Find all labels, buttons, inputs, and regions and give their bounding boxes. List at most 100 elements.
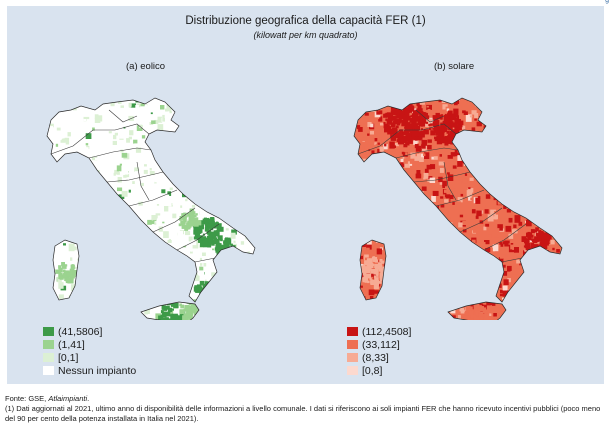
municipality-cell [98, 261, 103, 266]
municipality-cell [463, 237, 467, 241]
municipality-cell [359, 235, 362, 239]
municipality-cell [411, 258, 414, 262]
municipality-cell [103, 319, 108, 320]
municipality-cell [63, 128, 66, 131]
municipality-cell [358, 303, 363, 309]
municipality-cell [235, 198, 241, 203]
municipality-cell [494, 171, 501, 177]
municipality-cell [438, 161, 445, 166]
municipality-cell [234, 202, 241, 209]
municipality-cell [227, 100, 231, 103]
municipality-cell [367, 228, 374, 234]
municipality-cell [82, 282, 87, 287]
municipality-cell [70, 269, 75, 275]
municipality-cell [519, 118, 525, 124]
municipality-cell [217, 140, 224, 148]
municipality-cell [563, 253, 566, 256]
municipality-cell [518, 109, 524, 114]
municipality-cell [552, 138, 555, 142]
municipality-cell [408, 219, 412, 222]
municipality-cell [89, 230, 95, 237]
municipality-cell [375, 143, 382, 148]
municipality-cell [67, 183, 73, 190]
municipality-cell [165, 311, 171, 317]
municipality-cell [386, 245, 392, 250]
municipality-cell [224, 269, 231, 277]
municipality-cell [378, 268, 382, 272]
municipality-cell [516, 305, 520, 308]
municipality-cell [487, 170, 492, 175]
municipality-cell [456, 276, 460, 280]
municipality-cell [239, 195, 244, 200]
municipality-cell [74, 134, 80, 138]
municipality-cell [78, 210, 82, 214]
municipality-cell [415, 173, 422, 179]
municipality-cell [386, 241, 393, 247]
municipality-cell [393, 145, 396, 148]
municipality-cell [199, 210, 204, 215]
municipality-cell [90, 288, 93, 291]
municipality-cell [536, 289, 539, 292]
municipality-cell [262, 173, 267, 177]
municipality-cell [265, 288, 267, 292]
municipality-cell [400, 198, 406, 203]
municipality-cell [375, 259, 379, 263]
municipality-cell [477, 196, 481, 199]
municipality-cell [81, 163, 87, 169]
municipality-cell [370, 131, 374, 135]
municipality-cell [563, 222, 569, 229]
municipality-cell [190, 220, 194, 225]
municipality-cell [415, 306, 420, 313]
municipality-cell [508, 152, 513, 158]
municipality-cell [433, 127, 437, 131]
municipality-cell [423, 230, 427, 233]
municipality-cell [84, 263, 90, 269]
municipality-cell [47, 303, 51, 307]
municipality-cell [105, 236, 110, 240]
municipality-cell [554, 286, 557, 289]
municipality-cell [157, 116, 163, 123]
municipality-cell [439, 137, 442, 141]
municipality-cell [203, 176, 207, 181]
municipality-cell [229, 163, 236, 171]
municipality-cell [375, 309, 378, 312]
municipality-cell [251, 266, 254, 270]
municipality-cell [524, 295, 530, 302]
municipality-cell [483, 139, 489, 146]
municipality-cell [474, 293, 477, 295]
municipality-cell [447, 302, 452, 308]
municipality-cell [209, 133, 214, 138]
municipality-cell [126, 218, 131, 223]
municipality-cell [469, 251, 476, 259]
municipality-cell [513, 263, 519, 269]
municipality-cell [426, 304, 430, 307]
municipality-cell [175, 130, 181, 136]
municipality-cell [97, 253, 103, 260]
municipality-cell [249, 286, 252, 288]
municipality-cell [354, 181, 356, 186]
municipality-cell [477, 98, 482, 102]
municipality-cell [479, 253, 484, 258]
municipality-cell [264, 141, 267, 146]
municipality-cell [535, 318, 539, 320]
municipality-cell [371, 198, 376, 204]
municipality-cell [180, 297, 183, 300]
municipality-cell [370, 202, 376, 207]
municipality-cell [446, 130, 450, 134]
municipality-cell [194, 110, 200, 117]
municipality-cell [254, 101, 255, 106]
municipality-cell [92, 152, 97, 157]
municipality-cell [470, 166, 475, 171]
municipality-cell [408, 212, 414, 217]
municipality-cell [413, 264, 416, 268]
municipality-cell [59, 95, 62, 98]
municipality-cell [171, 296, 176, 301]
municipality-cell [348, 285, 353, 291]
municipality-cell [70, 117, 74, 121]
municipality-cell [259, 124, 261, 126]
municipality-cell [200, 126, 206, 133]
municipality-cell [520, 295, 524, 298]
municipality-cell [378, 110, 383, 115]
municipality-cell [62, 264, 67, 269]
municipality-cell [73, 300, 78, 304]
